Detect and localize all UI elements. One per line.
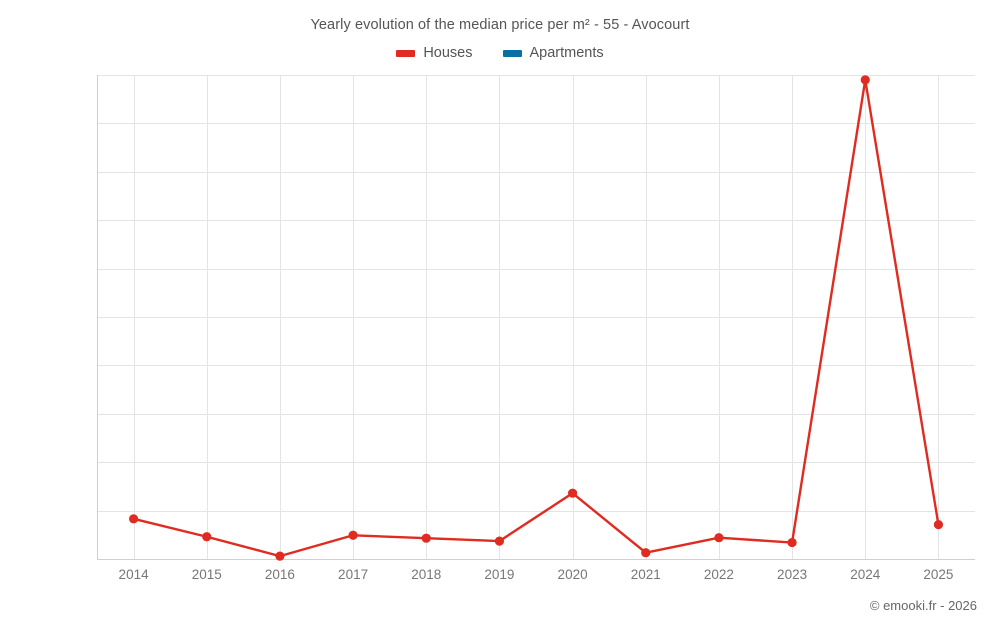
data-point-marker[interactable] <box>128 514 139 524</box>
data-point-marker[interactable] <box>202 532 212 542</box>
data-point-marker[interactable] <box>641 548 651 558</box>
gridline-vertical <box>499 75 501 559</box>
x-axis-tick-label: 2019 <box>484 567 515 582</box>
x-axis-tick-label: 2015 <box>191 567 222 582</box>
gridline-horizontal <box>97 365 975 367</box>
gridline-horizontal <box>97 317 975 318</box>
gridline-vertical <box>792 75 794 559</box>
plot-area: 0 €1 000 €2 000 €3 000 €4 000 €5 000 €6 … <box>97 75 975 582</box>
gridline-vertical <box>865 75 867 559</box>
gridline-horizontal <box>97 171 975 173</box>
series-line-houses <box>132 78 940 558</box>
data-point-marker[interactable] <box>860 75 870 85</box>
x-axis-tick-label: 2023 <box>777 567 808 582</box>
data-point-marker[interactable] <box>494 536 505 546</box>
gridline-vertical <box>572 75 574 559</box>
gridline-vertical <box>133 75 135 559</box>
chart-legend: Houses Apartments <box>0 45 1000 61</box>
legend-item-apartments[interactable]: Apartments <box>502 45 604 61</box>
series-layer <box>128 75 944 561</box>
gridline-vertical <box>718 75 720 559</box>
gridline-horizontal <box>97 268 975 270</box>
data-point-marker[interactable] <box>787 537 797 548</box>
legend-label-apartments: Apartments <box>529 45 604 61</box>
gridline-horizontal <box>97 123 975 125</box>
data-point-marker[interactable] <box>275 551 285 561</box>
x-axis-tick-label: 2016 <box>264 567 295 582</box>
gridline-vertical <box>279 75 281 559</box>
x-axis-tick-label: 2014 <box>118 567 149 582</box>
gridline-vertical <box>426 75 428 559</box>
legend-item-houses[interactable]: Houses <box>396 45 473 61</box>
y-axis-line <box>97 75 98 560</box>
x-axis-tick-label: 2017 <box>338 567 369 582</box>
x-axis-tick-label: 2022 <box>703 567 734 582</box>
chart-title: Yearly evolution of the median price per… <box>310 17 690 33</box>
x-axis-tick-label: 2018 <box>411 567 442 582</box>
data-point-marker[interactable] <box>933 520 944 530</box>
data-point-marker[interactable] <box>567 488 578 498</box>
x-axis-tick-label: 2025 <box>923 567 954 582</box>
x-axis-line <box>97 559 975 560</box>
legend-swatch-apartments <box>502 49 522 57</box>
x-axis-tick-label: 2024 <box>850 567 881 582</box>
gridline-vertical <box>645 75 647 559</box>
data-point-marker[interactable] <box>714 533 724 543</box>
legend-swatch-houses <box>396 49 416 57</box>
gridline-horizontal <box>97 413 975 415</box>
x-axis-tick-label: 2020 <box>557 567 588 582</box>
data-point-marker[interactable] <box>421 533 431 543</box>
gridline-horizontal <box>97 220 975 222</box>
gridline-vertical <box>938 75 940 559</box>
data-point-marker[interactable] <box>348 530 358 540</box>
x-axis-tick-label: 2021 <box>630 567 661 582</box>
gridline-horizontal <box>97 75 975 76</box>
gridline-vertical <box>353 75 355 559</box>
copyright-footer: © emooki.fr - 2026 <box>869 598 977 613</box>
gridline-horizontal <box>97 510 975 512</box>
gridline-vertical <box>206 75 208 559</box>
legend-label-houses: Houses <box>423 45 473 61</box>
gridline-horizontal <box>97 462 975 464</box>
